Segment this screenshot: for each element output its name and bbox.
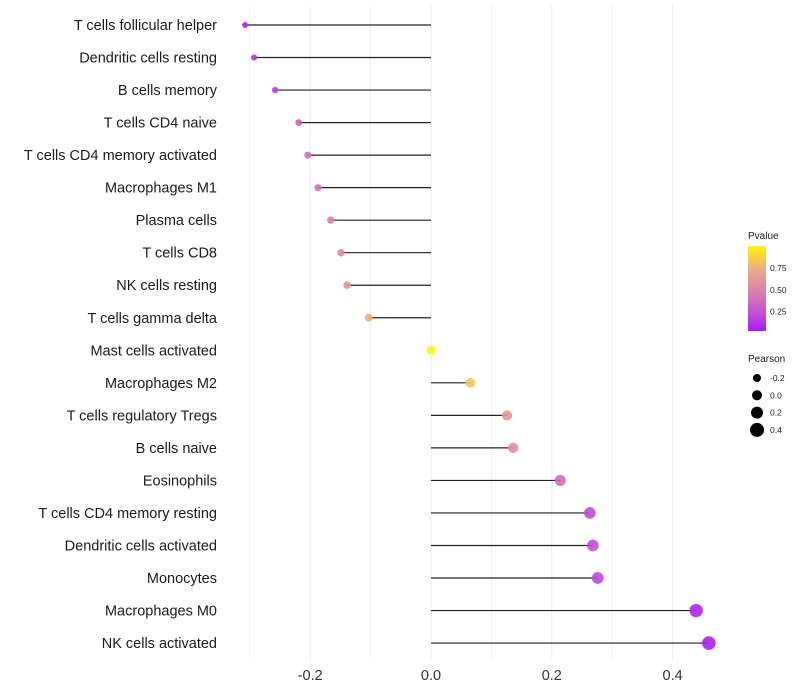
legend-title-pearson: Pearson (748, 354, 785, 365)
lollipop-point (584, 507, 596, 519)
category-label: Macrophages M0 (105, 604, 217, 620)
category-label: B cells naive (136, 441, 217, 457)
x-tick-label: -0.2 (298, 668, 323, 684)
size-legend-label: 0.4 (770, 425, 782, 435)
category-label: T cells gamma delta (88, 311, 218, 327)
category-label: Mast cells activated (90, 343, 217, 359)
size-legend-dot (753, 374, 761, 382)
size-legend-dot (752, 390, 762, 401)
category-label: Plasma cells (136, 213, 217, 229)
category-label: NK cells resting (116, 278, 217, 294)
lollipop-point (271, 86, 279, 94)
size-legend-dot (750, 422, 764, 437)
category-label: T cells regulatory Tregs (67, 408, 217, 424)
category-label: Eosinophils (143, 473, 217, 489)
category-label: Macrophages M1 (105, 181, 217, 197)
category-label: T cells follicular helper (74, 18, 217, 34)
size-legend-dot (751, 406, 763, 419)
size-legend-label: 0.2 (770, 408, 782, 418)
category-label: T cells CD4 memory resting (38, 506, 217, 522)
category-label: Dendritic cells resting (79, 51, 217, 67)
category-label: Monocytes (147, 571, 217, 587)
lollipop-point (689, 603, 703, 618)
colorbar-tick-label: 0.50 (770, 285, 787, 295)
category-label: T cells CD4 naive (104, 116, 217, 132)
lollipop-point (501, 410, 513, 421)
category-label: T cells CD8 (142, 246, 217, 262)
lollipop-point (426, 345, 436, 355)
lollipop-point (507, 442, 519, 454)
lollipop-point (587, 539, 599, 552)
size-legend-label: -0.2 (770, 373, 785, 383)
lollipop-point (295, 119, 303, 126)
category-label: T cells CD4 memory activated (24, 148, 217, 164)
lollipop-point (702, 636, 716, 650)
x-tick-label: 0.0 (421, 668, 441, 684)
size-legend-label: 0.0 (770, 390, 782, 400)
lollipop-point (250, 54, 258, 61)
lollipop-point (591, 572, 604, 584)
lollipop-point (343, 281, 351, 290)
lollipop-point (465, 378, 476, 388)
x-tick-label: 0.4 (663, 668, 683, 684)
lollipop-point (337, 248, 345, 257)
colorbar-tick-label: 0.25 (770, 307, 787, 317)
category-label: Macrophages M2 (105, 376, 217, 392)
category-label: NK cells activated (102, 636, 217, 652)
lollipop-point (242, 22, 248, 28)
category-label: Dendritic cells activated (65, 538, 217, 554)
lollipop-point (314, 184, 322, 192)
lollipop-point (327, 216, 335, 224)
lollipop-point (304, 151, 312, 159)
category-label: B cells memory (118, 83, 218, 99)
x-tick-label: 0.2 (542, 668, 562, 684)
lollipop-point (554, 474, 566, 486)
legend-title-pvalue: Pvalue (748, 231, 779, 242)
colorbar-tick-label: 0.75 (770, 263, 787, 273)
pvalue-colorbar (748, 246, 766, 331)
lollipop-point (364, 313, 373, 322)
